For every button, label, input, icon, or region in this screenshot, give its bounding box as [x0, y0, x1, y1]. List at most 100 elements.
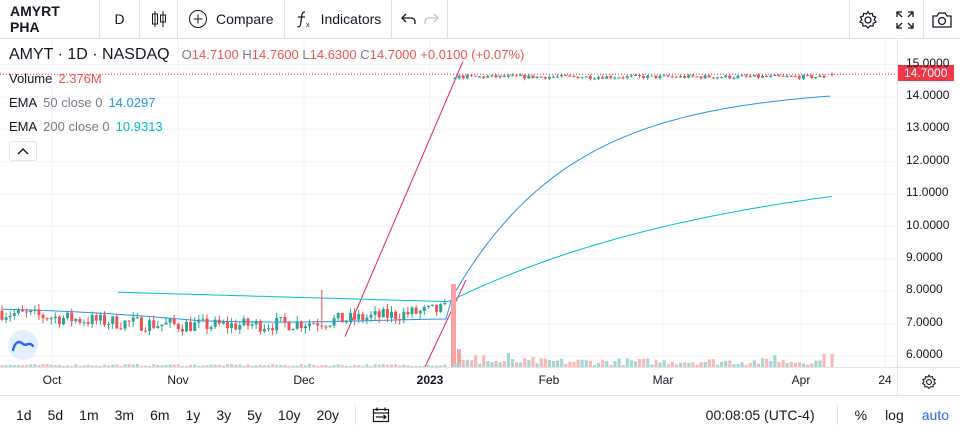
range-3m[interactable]: 3m	[114, 406, 135, 423]
volume-bar	[271, 364, 275, 367]
legend-collapse-button[interactable]	[9, 141, 37, 161]
candle-body	[453, 78, 457, 80]
volume-bar	[369, 365, 373, 367]
volume-bar	[773, 355, 777, 367]
snapshot-button[interactable]	[923, 0, 960, 39]
undo-icon[interactable]	[401, 12, 417, 26]
volume-bar	[564, 363, 568, 367]
volume-bar	[670, 362, 674, 367]
candle-body	[431, 304, 434, 306]
range-5d[interactable]: 5d	[47, 406, 64, 423]
legend-volume[interactable]: Volume 2.376M	[9, 66, 524, 90]
candle-body	[185, 321, 188, 332]
bottom-right: 00:08:05 (UTC-4) % log auto	[697, 396, 960, 434]
volume-bar	[439, 365, 443, 367]
range-1y[interactable]: 1y	[185, 406, 201, 423]
clock-timezone[interactable]: 00:08:05 (UTC-4)	[705, 407, 815, 423]
candle-body	[16, 309, 20, 314]
candle-body	[230, 323, 234, 329]
volume-bar	[287, 365, 291, 367]
candle-body	[674, 76, 678, 78]
range-10y[interactable]: 10y	[277, 406, 301, 423]
candle-body	[707, 75, 711, 78]
volume-bar	[377, 364, 381, 367]
range-3y[interactable]: 3y	[216, 406, 232, 423]
chart-type-button[interactable]	[140, 0, 178, 39]
volume-bars	[0, 284, 834, 367]
volume-bar	[418, 365, 422, 367]
volume-bar	[357, 365, 361, 367]
indicators-button[interactable]: x Indicators	[285, 0, 393, 39]
candle-body	[365, 317, 369, 321]
volume-bar	[457, 349, 461, 367]
time-axis[interactable]: Oct Nov Dec 2023 Feb Mar Apr 24	[0, 367, 960, 395]
gear-icon	[921, 373, 937, 389]
auto-toggle[interactable]: auto	[921, 407, 949, 423]
candle-body	[275, 317, 279, 331]
volume-bar	[451, 284, 456, 367]
volume-bar	[740, 362, 744, 367]
candle-body	[62, 318, 65, 325]
legend-ema200[interactable]: EMA 200 close 0 10.9313	[9, 114, 524, 138]
candle-body	[70, 312, 74, 322]
volume-bar	[381, 364, 385, 367]
candle-body	[773, 75, 777, 77]
volume-bar	[103, 364, 106, 367]
candle-body	[193, 322, 197, 331]
volume-bar	[699, 362, 703, 367]
interval-label: D	[114, 11, 125, 27]
candle-body	[156, 326, 160, 328]
redo-icon[interactable]	[423, 12, 439, 26]
range-5y[interactable]: 5y	[247, 406, 262, 423]
candle-body	[148, 320, 152, 331]
candle-body	[176, 323, 180, 329]
volume-bar	[275, 365, 279, 367]
axis-settings-button[interactable]	[897, 368, 960, 395]
price-axis[interactable]: 14.7000 15.0000 14.0000 13.0000 12.0000 11.0…	[897, 39, 960, 367]
interval-button[interactable]: D	[100, 0, 140, 39]
compare-button[interactable]: Compare	[178, 0, 285, 39]
volume-bar	[344, 365, 348, 367]
fullscreen-button[interactable]	[886, 0, 923, 39]
range-1d[interactable]: 1d	[16, 406, 32, 423]
candle-body	[789, 76, 793, 78]
candle-body	[308, 323, 311, 327]
volume-bar	[601, 359, 605, 367]
ema200-line	[117, 195, 833, 303]
volume-bar	[349, 365, 352, 367]
volume-bar	[189, 364, 193, 367]
svg-text:x: x	[306, 22, 310, 29]
volume-bar	[822, 354, 826, 367]
range-6m[interactable]: 6m	[150, 406, 170, 423]
volume-bar	[180, 365, 184, 367]
candle-body	[135, 317, 139, 319]
range-1m[interactable]: 1m	[79, 406, 99, 423]
settings-button[interactable]	[849, 0, 886, 39]
undo-redo-group	[392, 0, 449, 39]
time-label: Apr	[791, 373, 811, 387]
legend-ema50[interactable]: EMA 50 close 0 14.0297	[9, 90, 524, 114]
candle-body	[127, 320, 131, 322]
trend-line	[424, 279, 467, 367]
volume-bar	[8, 364, 12, 367]
candle-body	[551, 76, 555, 78]
symbol-search[interactable]: AMYRT PHA	[0, 0, 100, 39]
candle-body	[369, 314, 373, 318]
candle-body	[144, 330, 147, 332]
volume-bar	[613, 361, 617, 367]
volume-bar	[4, 365, 8, 367]
date-range-picker-button[interactable]	[364, 396, 398, 434]
price-chart[interactable]	[0, 40, 897, 367]
volume-bar	[802, 363, 806, 367]
log-toggle[interactable]: log	[885, 407, 904, 423]
candle-body	[683, 76, 687, 78]
candle-body	[414, 307, 418, 314]
candle-body	[49, 318, 53, 320]
candle-body	[568, 75, 572, 77]
percent-toggle[interactable]: %	[854, 407, 868, 423]
candle-body	[715, 77, 719, 79]
candle-body	[238, 325, 242, 330]
symbol-label: AMYRT PHA	[10, 3, 60, 35]
range-20y[interactable]: 20y	[316, 406, 340, 423]
logo-button[interactable]	[8, 330, 38, 360]
